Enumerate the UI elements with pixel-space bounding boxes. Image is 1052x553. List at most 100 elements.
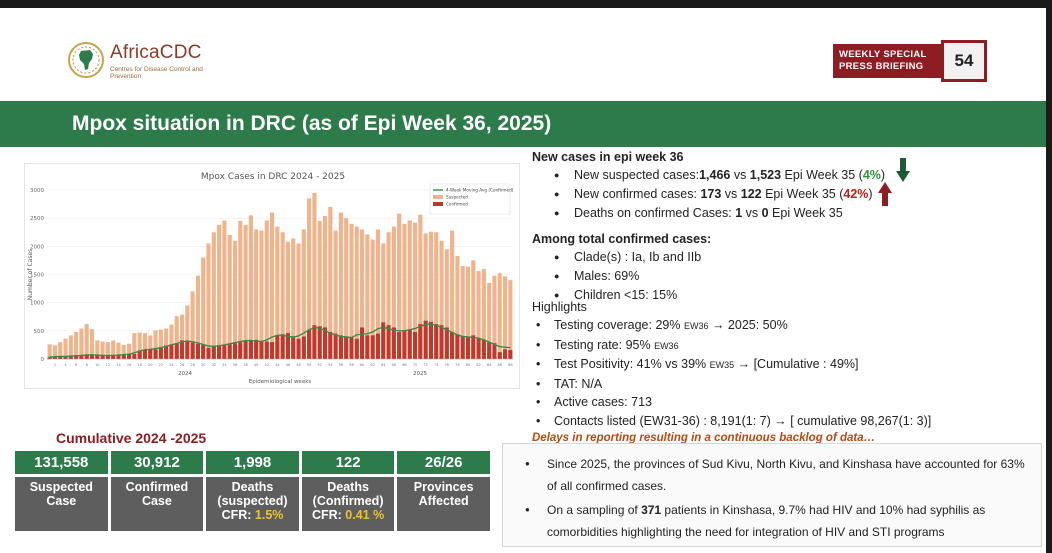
highlights-section: Highlights Testing coverage: 29% EW36 → …: [532, 300, 982, 444]
confirmed-bar: [269, 342, 275, 359]
x-tick-label: 30: [201, 363, 205, 367]
confirmed-bar: [206, 347, 211, 359]
stat-label-line2: (suspected): [217, 494, 288, 508]
confirmed-bar: [158, 347, 163, 359]
confirmed-bar: [52, 357, 58, 359]
suspected-current: 1,466: [699, 168, 731, 182]
suspected-bar: [84, 324, 89, 359]
highlight-item: Contacts listed (EW31-36) : 8,191(1: 7) …: [532, 412, 982, 431]
suspected-bar: [105, 342, 110, 359]
suspected-bar: [217, 224, 222, 359]
suspected-previous: 1,523: [749, 168, 782, 182]
confirmed-bar: [322, 327, 328, 359]
confirmed-bar: [47, 357, 52, 359]
y-tick-label: 500: [34, 329, 45, 335]
y-tick-label: 3000: [30, 188, 44, 194]
confirmed-bar: [74, 355, 79, 359]
suspected-bar: [164, 328, 169, 359]
x-axis-label: Epidemiological weeks: [249, 379, 312, 385]
highlight-item: Testing coverage: 29% EW36 → 2025: 50%: [532, 316, 982, 336]
legend-label: 4-Week Moving Avg (Confirmed): [446, 188, 514, 193]
confirmed-close: ): [868, 187, 873, 201]
highlight-item: Testing rate: 95% EW36: [532, 336, 982, 356]
suspected-bar: [179, 314, 185, 359]
stat-label-line1: Provinces: [413, 480, 474, 494]
x-tick-label: 56: [339, 363, 343, 367]
suspected-bar: [254, 229, 259, 359]
x-tick-label: 4: [64, 363, 67, 367]
confirmed-bar: [100, 355, 105, 359]
new-cases-heading: New cases in epi week 36: [532, 150, 684, 164]
confirmed-bar: [248, 340, 253, 359]
x-tick-label: 8: [86, 363, 88, 367]
suspected-bar: [259, 230, 264, 359]
summary-post: patients in Kinshasa, 9.7% had HIV and 1…: [547, 503, 986, 539]
stat-deaths-confirmed: 122 Deaths (Confirmed) CFR: 0.41 %: [301, 451, 395, 531]
cases-chart-svg: Mpox Cases in DRC 2024 - 2025 0 500 1000 150…: [27, 172, 514, 385]
suspected-bar: [227, 235, 232, 359]
stat-label-line2: Affected: [418, 494, 469, 508]
stat-confirmed: 30,912 Confirmed Case: [110, 451, 204, 531]
highlight-text: Contacts listed (EW31-36) : 8,191(1: 7) …: [554, 413, 932, 428]
suspected-bar: [169, 324, 174, 359]
new-confirmed-item: New confirmed cases: 173 vs 122 Epi Week…: [554, 185, 952, 204]
stat-value: 30,912: [110, 451, 204, 474]
suspected-bar: [386, 232, 391, 359]
highlight-item: Active cases: 713: [532, 393, 982, 412]
confirmed-bar: [217, 346, 222, 359]
x-tick-label: 58: [349, 363, 353, 367]
legend-box: [429, 183, 511, 215]
suspected-bar: [121, 344, 126, 359]
confirmed-bar: [111, 355, 116, 359]
confirmed-bar: [301, 336, 306, 359]
suspected-bar: [269, 212, 275, 359]
stat-deaths-suspected: 1,998 Deaths (suspected) CFR: 1.5%: [206, 451, 299, 531]
suspected-bar: [185, 305, 190, 359]
confirmed-bar: [254, 339, 259, 359]
suspected-bar: [158, 329, 163, 359]
suspected-close: ): [880, 168, 886, 182]
legend-label: Suspected: [446, 195, 468, 200]
stat-suspected: 131,558 Suspected Case: [15, 451, 108, 531]
suspected-bar: [370, 239, 375, 359]
suspected-bar: [264, 220, 269, 359]
x-tick-label: 88: [508, 363, 512, 367]
confirmed-bar: [333, 333, 338, 359]
suspected-bar: [423, 233, 428, 359]
highlight-small: EW35: [709, 360, 735, 370]
briefing-tag-line2: PRESS BRIEFING: [839, 61, 924, 72]
confirmed-bar: [280, 334, 285, 359]
confirmed-bar: [354, 338, 359, 359]
confirmed-bar: [185, 341, 190, 359]
confirmed-prefix: New confirmed cases:: [574, 187, 701, 201]
suspected-bar: [508, 280, 513, 359]
suspected-bar: [391, 226, 396, 359]
confirmed-bar: [232, 343, 238, 359]
suspected-bar: [52, 345, 58, 359]
suspected-vs: vs: [730, 168, 750, 182]
highlight-text: Active cases: 713: [554, 395, 652, 409]
moving-average-line: [49, 323, 511, 358]
confirmed-bar: [487, 342, 492, 359]
highlight-item: TAT: N/A: [532, 375, 982, 394]
suspected-bar: [349, 223, 354, 359]
confirmed-bar: [365, 335, 370, 359]
confirmed-bar: [492, 343, 497, 359]
suspected-bar: [238, 220, 243, 359]
briefing-tag-line1: WEEKLY SPECIAL: [839, 49, 927, 60]
confirmed-bar: [476, 338, 481, 359]
suspected-bar: [434, 232, 439, 359]
x-tick-label: 32: [212, 363, 216, 367]
confirmed-bar: [259, 340, 264, 359]
africa-emblem-icon: [68, 42, 104, 78]
confirmed-bar: [153, 349, 158, 359]
logo-subtitle: Centres for Disease Control and Preventi…: [110, 66, 203, 80]
stat-label: Suspected Case: [15, 477, 108, 531]
confirmed-bar: [502, 349, 508, 359]
suspected-bar: [174, 316, 179, 359]
suspected-bar: [280, 232, 285, 359]
screen-frame-right: [1046, 0, 1052, 553]
suspected-bar: [296, 243, 301, 359]
x-tick-label: 76: [445, 363, 449, 367]
confirmed-totals-item: Clade(s) : Ia, Ib and IIb: [554, 248, 952, 267]
